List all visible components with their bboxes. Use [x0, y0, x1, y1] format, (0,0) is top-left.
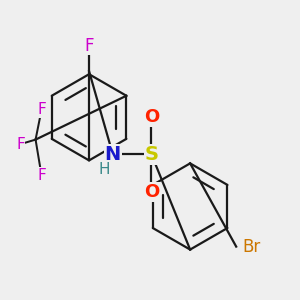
- Text: Br: Br: [242, 238, 260, 256]
- Text: F: F: [37, 102, 46, 117]
- Text: F: F: [84, 37, 94, 55]
- Text: F: F: [16, 136, 25, 152]
- Text: N: N: [105, 145, 121, 164]
- Text: O: O: [144, 108, 159, 126]
- Text: F: F: [37, 168, 46, 183]
- Text: S: S: [145, 145, 158, 164]
- Text: H: H: [98, 162, 110, 177]
- Text: O: O: [144, 183, 159, 201]
